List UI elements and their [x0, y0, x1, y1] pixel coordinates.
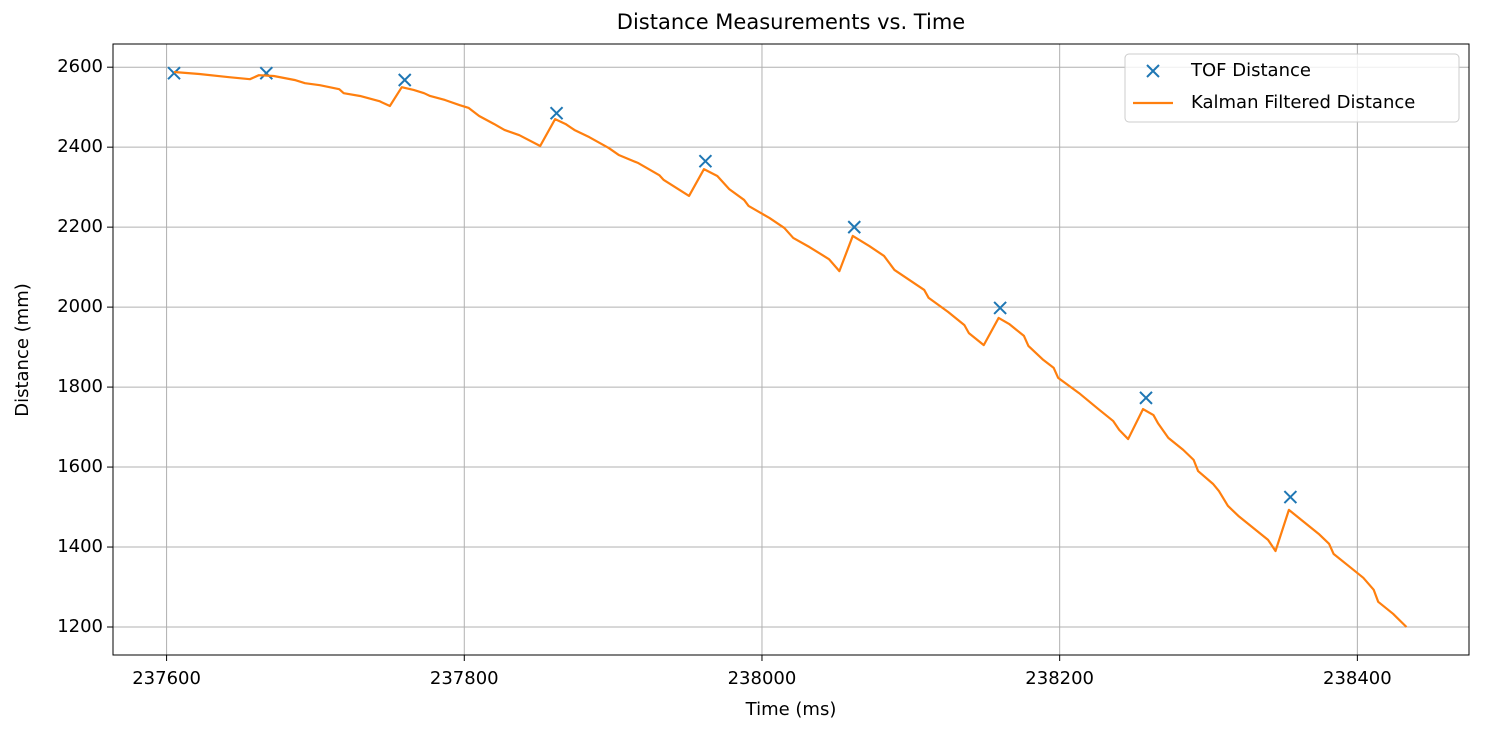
- legend-label: Kalman Filtered Distance: [1191, 92, 1415, 113]
- tof-marker: [1139, 391, 1153, 405]
- legend: TOF Distance Kalman Filtered Distance: [1124, 53, 1460, 123]
- y-tick-label: 1200: [57, 616, 103, 637]
- legend-box: [1124, 53, 1460, 123]
- y-tick-label: 2600: [57, 56, 103, 77]
- y-tick-label: 1400: [57, 536, 103, 557]
- x-axis-label: Time (ms): [745, 699, 837, 720]
- tof-marker: [259, 66, 274, 80]
- tof-marker: [549, 106, 564, 120]
- y-tick-label: 2200: [57, 216, 103, 237]
- chart-title: Distance Measurements vs. Time: [617, 10, 965, 34]
- x-tick-label: 238400: [1323, 668, 1392, 689]
- y-tick-label: 1800: [57, 376, 103, 397]
- y-tick-label: 1600: [57, 456, 103, 477]
- plot-frame: [112, 43, 1470, 656]
- y-tick-label: 2400: [57, 136, 103, 157]
- tof-marker: [1283, 490, 1298, 504]
- legend-label: TOF Distance: [1190, 60, 1311, 81]
- y-axis-label: Distance (mm): [12, 283, 33, 417]
- x-tick-label: 238200: [1025, 668, 1094, 689]
- y-tick-label: 2000: [57, 296, 103, 317]
- legend-marker: [1146, 64, 1160, 78]
- tof-marker: [398, 73, 412, 87]
- x-tick-label: 238000: [728, 668, 797, 689]
- tof-marker: [993, 301, 1007, 315]
- tof-marker: [167, 66, 181, 80]
- tof-marker: [698, 154, 713, 168]
- data-line: [173, 70, 1408, 628]
- x-tick-label: 237600: [132, 668, 201, 689]
- x-tick-label: 237800: [430, 668, 499, 689]
- tof-marker: [847, 220, 861, 234]
